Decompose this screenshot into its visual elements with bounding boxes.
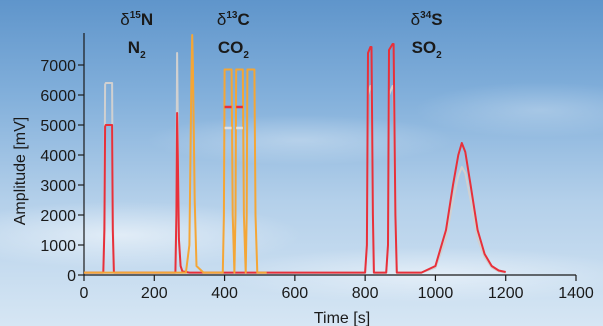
annotations: δ15N N2 δ13C CO2 δ34S SO2 — [120, 10, 442, 61]
y-tick-label: 2000 — [40, 208, 76, 225]
x-tick-label: 400 — [211, 285, 238, 302]
x-tick-label: 600 — [282, 285, 309, 302]
y-tick-label: 0 — [67, 268, 76, 285]
y-tick-label: 1000 — [40, 238, 76, 255]
x-tick-label: 200 — [141, 285, 168, 302]
series-line-0 — [84, 43, 506, 274]
y-tick-label: 6000 — [40, 88, 76, 105]
y-axis-label: Amplitude [mV] — [12, 117, 29, 225]
y-axis-ticks: 0 1000 2000 3000 4000 5000 6000 7000 — [40, 58, 84, 285]
gas-label-0: N2 — [128, 38, 146, 61]
gas-label-1: CO2 — [218, 38, 250, 61]
x-tick-label: 1400 — [558, 285, 594, 302]
x-tick-label: 1200 — [488, 285, 524, 302]
x-tick-label: 1000 — [418, 285, 454, 302]
gas-label-2: SO2 — [412, 38, 443, 61]
y-tick-label: 5000 — [40, 118, 76, 135]
series-layer — [84, 34, 506, 274]
x-axis-label: Time [s] — [314, 310, 370, 326]
x-tick-label: 800 — [352, 285, 379, 302]
isotope-label-0: δ15N — [120, 10, 153, 29]
y-tick-label: 3000 — [40, 178, 76, 195]
isotope-label-1: δ13C — [217, 10, 250, 29]
y-tick-label: 4000 — [40, 148, 76, 165]
y-tick-label: 7000 — [40, 58, 76, 75]
x-axis-ticks: 0 200 400 600 800 1000 1200 1400 — [80, 275, 594, 302]
series-line-2 — [84, 34, 267, 274]
isotope-label-2: δ34S — [411, 10, 443, 29]
x-tick-label: 0 — [80, 285, 89, 302]
